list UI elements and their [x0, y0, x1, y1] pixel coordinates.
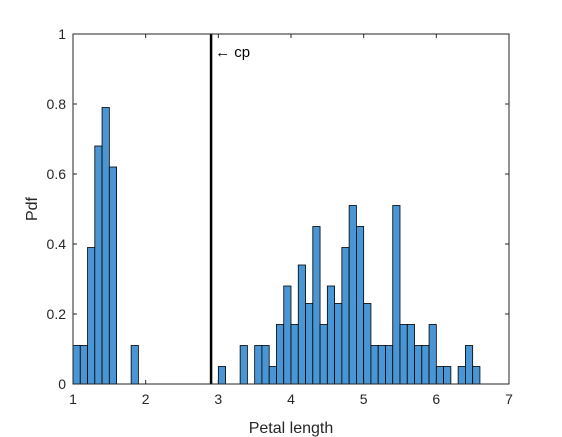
- histogram-bar: [254, 345, 263, 385]
- histogram-bar: [399, 324, 408, 385]
- histogram-bar: [261, 345, 270, 385]
- y-tick-label: 0.8: [47, 96, 67, 112]
- y-tick-label: 0.2: [47, 306, 67, 322]
- y-tick-label: 0.4: [47, 236, 67, 252]
- change-point-marker: ← cp: [209, 34, 250, 384]
- histogram-bar: [268, 366, 277, 385]
- histogram-bar: [297, 264, 306, 385]
- histogram-bar: [428, 324, 437, 385]
- histogram-bar: [87, 247, 96, 385]
- x-tick-label: 2: [142, 391, 150, 407]
- histogram-bar: [457, 366, 466, 385]
- x-tick-label: 7: [505, 391, 513, 407]
- x-axis-tick-labels: 1 2 3 4 5 6 7: [69, 391, 513, 407]
- x-tick-label: 6: [432, 391, 440, 407]
- histogram-bar: [464, 345, 474, 385]
- histogram-bar: [72, 345, 81, 385]
- histogram-bar: [79, 345, 88, 385]
- histogram-bar: [239, 345, 248, 385]
- change-point-label: ← cp: [215, 44, 250, 61]
- histogram-bar: [421, 345, 430, 385]
- histogram-bar: [406, 324, 415, 385]
- histogram-bar: [130, 345, 139, 385]
- x-tick-label: 5: [360, 391, 368, 407]
- y-axis-tick-labels: 0 0.2 0.4 0.6 0.8 1: [47, 26, 67, 392]
- histogram-bars: [72, 107, 481, 385]
- histogram-bar: [392, 205, 401, 385]
- histogram-bar: [276, 324, 285, 385]
- x-tick-label: 1: [69, 391, 77, 407]
- x-tick-label: 4: [287, 391, 295, 407]
- histogram-bar: [472, 366, 481, 385]
- histogram-bar: [305, 303, 314, 385]
- histogram-bar: [283, 285, 292, 385]
- histogram-bar: [370, 345, 379, 385]
- histogram-bar: [355, 226, 365, 385]
- histogram-bar: [319, 324, 328, 385]
- histogram-bar: [377, 345, 386, 385]
- histogram-bar: [348, 205, 357, 385]
- y-axis-title: Pdf: [24, 196, 41, 221]
- y-tick-label: 1: [58, 26, 66, 42]
- histogram-bar: [108, 166, 118, 385]
- y-tick-label: 0: [58, 376, 66, 392]
- histogram-bar: [312, 226, 321, 385]
- histogram-bar: [414, 345, 423, 385]
- histogram-bar: [341, 247, 350, 385]
- histogram-bar: [334, 303, 343, 385]
- histogram-bar: [326, 285, 336, 385]
- histogram-bar: [94, 145, 103, 385]
- histogram-bar: [385, 345, 394, 385]
- x-tick-label: 3: [214, 391, 222, 407]
- histogram-bar: [443, 366, 452, 385]
- histogram-bar: [435, 366, 445, 385]
- histogram-bar: [101, 107, 110, 385]
- x-axis-title: Petal length: [249, 420, 334, 437]
- histogram-bar: [217, 366, 226, 385]
- histogram-bar: [290, 324, 299, 385]
- y-tick-label: 0.6: [47, 166, 67, 182]
- histogram-bar: [363, 303, 372, 385]
- axis-ticks: [72, 33, 510, 385]
